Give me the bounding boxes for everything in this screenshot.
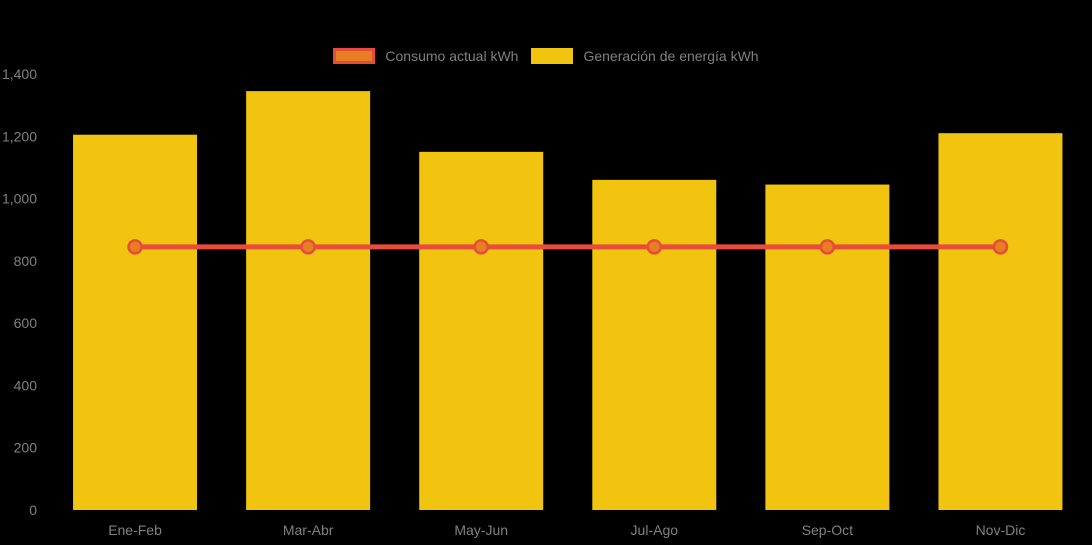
bar-mar-abr[interactable] (246, 91, 371, 510)
chart-legend: Consumo actual kWh Generación de energía… (0, 48, 1092, 64)
line-marker-may-jun[interactable] (473, 239, 489, 255)
bar-nov-dic[interactable] (938, 133, 1063, 510)
y-tick-label: 400 (14, 377, 38, 393)
legend-label-consumo-actual: Consumo actual kWh (385, 48, 519, 64)
consumo-actual-swatch-icon (333, 48, 376, 64)
y-tick-label: 1,400 (2, 66, 37, 82)
line-marker-sep-oct[interactable] (819, 239, 836, 255)
line-marker-nov-dic[interactable] (992, 239, 1009, 255)
bar-jul-ago[interactable] (592, 179, 717, 510)
legend-label-generacion-energia: Generación de energía kWh (583, 48, 759, 64)
x-axis-label-sep-oct: Sep-Oct (802, 522, 853, 538)
x-axis-label-jul-ago: Jul-Ago (631, 522, 679, 538)
y-tick-label: 600 (14, 315, 38, 331)
x-axis-label-nov-dic: Nov-Dic (976, 522, 1026, 538)
bar-sep-oct[interactable] (765, 184, 890, 511)
y-tick-label: 1,000 (2, 191, 37, 207)
line-marker-ene-feb[interactable] (127, 239, 143, 255)
y-tick-label: 1,200 (2, 128, 37, 144)
generacion-energia-swatch-icon (531, 48, 574, 64)
bar-ene-feb[interactable] (73, 134, 198, 510)
y-tick-label: 800 (14, 253, 38, 269)
y-tick-label: 200 (14, 440, 38, 456)
line-marker-jul-ago[interactable] (646, 239, 663, 255)
y-tick-label: 0 (29, 502, 37, 518)
legend-item-generacion-energia[interactable]: Generación de energía kWh (531, 48, 759, 64)
x-axis-label-may-jun: May-Jun (454, 522, 508, 538)
line-marker-mar-abr[interactable] (300, 239, 316, 255)
legend-item-consumo-actual[interactable]: Consumo actual kWh (333, 48, 518, 64)
bar-may-jun[interactable] (419, 151, 544, 510)
x-axis-label-ene-feb: Ene-Feb (108, 522, 162, 538)
x-axis-label-mar-abr: Mar-Abr (283, 522, 334, 538)
